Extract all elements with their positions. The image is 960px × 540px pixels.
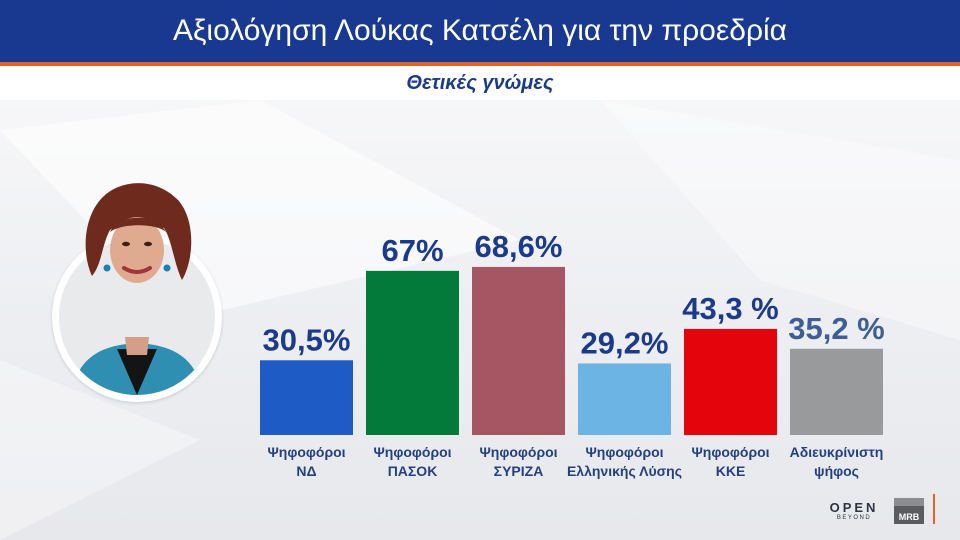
category-label-4-line-2: Ελληνικής Λύσης [567, 463, 682, 479]
data-label-6: 35,2 % [788, 311, 885, 346]
category-label-2-line-1: Ψηφοφόροι [373, 444, 451, 460]
category-label-1-line-1: Ψηφοφόροι [267, 444, 345, 460]
category-label-5-line-2: ΚΚΕ [716, 463, 746, 479]
bar-1 [260, 360, 353, 435]
portrait-head-icon [85, 183, 192, 283]
bar-6 [790, 348, 883, 435]
category-label-6-line-1: Αδιευκρίνιστη [790, 444, 884, 460]
data-label-3: 68,6% [475, 229, 563, 264]
logo-mrb-text: MRB [899, 512, 920, 522]
chart-subtitle: Θετικές γνώμες [406, 72, 554, 94]
logo-open-text: OPEN [829, 500, 879, 515]
category-label-5-line-1: Ψηφοφόροι [691, 444, 769, 460]
category-label-2-line-2: ΠΑΣΟΚ [388, 463, 438, 479]
bar-3 [472, 266, 565, 435]
chart-title: Αξιολόγηση Λούκας Κατσέλη για την προεδρ… [172, 14, 788, 47]
header-band [0, 0, 960, 62]
data-label-2: 67% [381, 233, 443, 268]
category-label-3-line-2: ΣΥΡΙΖΑ [494, 463, 544, 479]
category-label-6-line-2: ψήφος [814, 463, 859, 479]
mrb-logo: MRB [894, 498, 924, 524]
category-label-3-line-1: Ψηφοφόροι [479, 444, 557, 460]
bar-2 [366, 270, 459, 435]
data-label-1: 30,5% [263, 322, 351, 357]
category-label-4-line-1: Ψηφοφόροι [585, 444, 663, 460]
open-beyond-logo: OPEN BEYOND [826, 500, 882, 526]
category-label-1-line-2: ΝΔ [296, 463, 316, 479]
header-accent-rule [0, 62, 960, 66]
bar-4 [578, 363, 671, 435]
bar-5 [684, 328, 777, 435]
data-label-4: 29,2% [581, 325, 669, 360]
data-label-5: 43,3 % [682, 291, 779, 326]
logo-beyond-text: BEYOND [836, 515, 872, 521]
subtitle-band [0, 66, 960, 100]
logo-divider [933, 494, 935, 524]
